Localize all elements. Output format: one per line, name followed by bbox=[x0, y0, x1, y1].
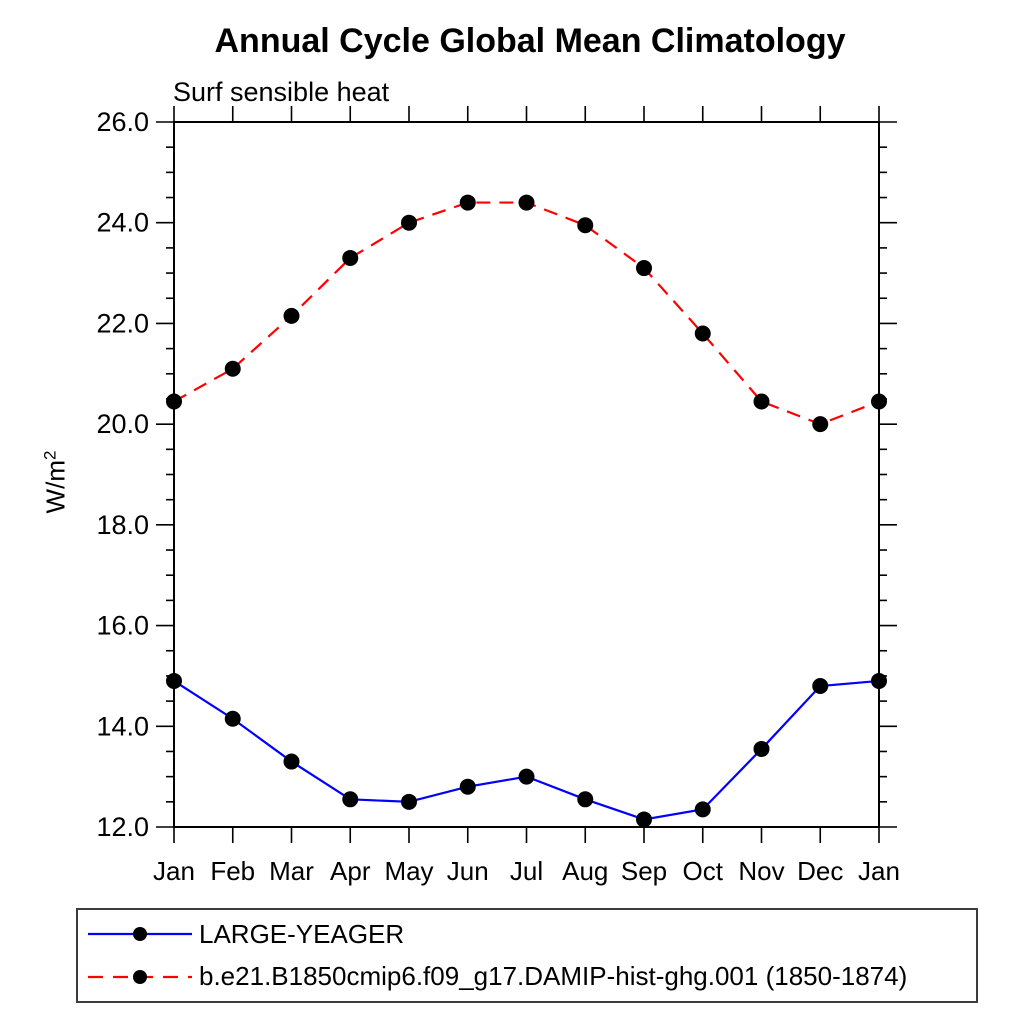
legend-label: LARGE-YEAGER bbox=[199, 918, 405, 949]
legend-line-sample-dashed-red bbox=[88, 969, 192, 984]
data-point-marker bbox=[518, 768, 535, 785]
data-point-marker bbox=[342, 249, 359, 266]
legend-marker-icon bbox=[133, 969, 147, 984]
y-tick-label: 12.0 bbox=[96, 812, 149, 842]
data-point-marker bbox=[283, 753, 300, 770]
plot-frame bbox=[173, 121, 880, 828]
x-tick-label: Mar bbox=[269, 856, 314, 886]
series-line-0 bbox=[173, 679, 880, 821]
y-tick-label: 16.0 bbox=[96, 611, 149, 641]
data-point-marker bbox=[577, 791, 594, 808]
data-point-marker bbox=[166, 393, 182, 410]
x-tick-label: Nov bbox=[738, 856, 784, 886]
series-line-1 bbox=[173, 201, 880, 426]
data-point-marker bbox=[694, 325, 711, 342]
data-point-marker bbox=[459, 194, 476, 211]
data-point-marker bbox=[459, 778, 476, 795]
data-point-marker bbox=[812, 678, 829, 694]
data-point-marker bbox=[636, 260, 652, 277]
data-point-marker bbox=[283, 307, 300, 324]
legend-box: LARGE-YEAGER b.e21.B1850cmip6.f09_g17.DA… bbox=[76, 908, 978, 1003]
x-tick-label: May bbox=[384, 856, 433, 886]
x-tick-label: Sep bbox=[621, 856, 667, 886]
data-point-marker bbox=[694, 801, 711, 818]
data-point-marker bbox=[401, 214, 417, 231]
legend-line-sample-solid-blue bbox=[88, 927, 192, 942]
data-point-marker bbox=[224, 360, 241, 377]
y-tick-label: 22.0 bbox=[96, 308, 149, 338]
y-tick-label: 18.0 bbox=[96, 510, 149, 540]
data-point-marker bbox=[577, 217, 594, 234]
legend-label: b.e21.B1850cmip6.f09_g17.DAMIP-hist-ghg.… bbox=[199, 961, 908, 992]
y-tick-label: 26.0 bbox=[96, 107, 149, 137]
data-point-marker bbox=[871, 393, 887, 410]
legend-item: LARGE-YEAGER bbox=[83, 914, 976, 954]
y-tick-label: 24.0 bbox=[96, 208, 149, 238]
legend-item: b.e21.B1850cmip6.f09_g17.DAMIP-hist-ghg.… bbox=[83, 957, 976, 997]
x-tick-label: Apr bbox=[330, 856, 371, 886]
data-point-marker bbox=[753, 393, 770, 410]
data-point-marker bbox=[871, 672, 887, 689]
y-tick-label: 20.0 bbox=[96, 409, 149, 439]
x-tick-label: Feb bbox=[210, 856, 255, 886]
data-point-marker bbox=[518, 194, 535, 211]
x-tick-label: Aug bbox=[562, 856, 608, 886]
chart-title: Annual Cycle Global Mean Climatology bbox=[214, 22, 846, 60]
chart-subtitle: Surf sensible heat bbox=[173, 77, 390, 107]
data-point-marker bbox=[753, 740, 770, 757]
x-tick-label: Dec bbox=[797, 856, 843, 886]
data-point-marker bbox=[342, 791, 359, 808]
data-point-marker bbox=[636, 811, 652, 828]
y-tick-label: 14.0 bbox=[96, 711, 149, 741]
data-point-marker bbox=[224, 710, 241, 727]
legend-marker-icon bbox=[133, 927, 147, 942]
x-tick-label: Jul bbox=[510, 856, 543, 886]
x-tick-label: Jan bbox=[858, 856, 900, 886]
data-point-marker bbox=[166, 672, 182, 689]
x-tick-label: Oct bbox=[683, 856, 724, 886]
x-tick-label: Jun bbox=[447, 856, 489, 886]
x-tick-label: Jan bbox=[153, 856, 195, 886]
data-point-marker bbox=[812, 416, 829, 433]
data-point-marker bbox=[401, 793, 417, 810]
